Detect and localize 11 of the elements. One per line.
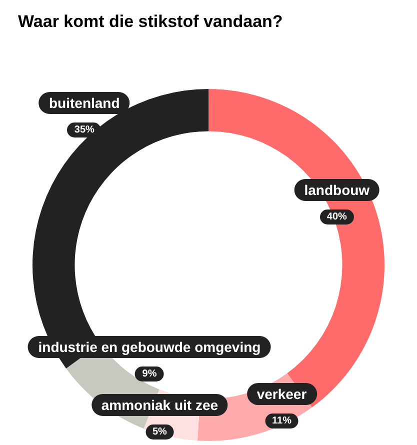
slice-label: ammoniak uit zee: [91, 394, 228, 416]
data-label: 9%: [135, 366, 164, 382]
chart-title: Waar komt die stikstof vandaan?: [18, 12, 283, 31]
data-label: 35%: [67, 122, 102, 138]
data-label: 5%: [145, 424, 174, 440]
slice-label: buitenland: [39, 92, 130, 114]
slice-label: industrie en gebouwde omgeving: [28, 336, 271, 358]
slice-label: landbouw: [294, 179, 380, 202]
slice-label: verkeer: [246, 382, 317, 405]
data-label: 40%: [320, 210, 354, 225]
data-label: 11%: [265, 413, 298, 428]
